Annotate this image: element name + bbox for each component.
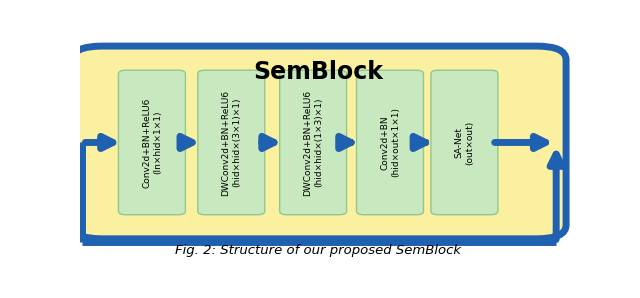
Text: Conv2d+BN+ReLU6
(In×hid×1×1): Conv2d+BN+ReLU6 (In×hid×1×1) (142, 97, 162, 188)
FancyBboxPatch shape (72, 46, 566, 239)
FancyBboxPatch shape (118, 70, 186, 215)
FancyBboxPatch shape (280, 70, 347, 215)
FancyBboxPatch shape (431, 70, 498, 215)
FancyBboxPatch shape (198, 70, 265, 215)
Text: Conv2d+BN
(hid×out×1×1): Conv2d+BN (hid×out×1×1) (380, 108, 400, 177)
Text: SemBlock: SemBlock (253, 60, 383, 84)
Text: Fig. 2: Structure of our proposed SemBlock: Fig. 2: Structure of our proposed SemBlo… (175, 244, 461, 257)
Text: DWConv2d+BN+ReLU6
(hid×hid×(3×1)×1): DWConv2d+BN+ReLU6 (hid×hid×(3×1)×1) (221, 89, 241, 195)
Text: SA-Net
(out×out): SA-Net (out×out) (454, 120, 474, 164)
Text: DWConv2d+BN+ReLU6
(hid×hid×(1×3)×1): DWConv2d+BN+ReLU6 (hid×hid×(1×3)×1) (303, 89, 323, 195)
FancyBboxPatch shape (356, 70, 424, 215)
